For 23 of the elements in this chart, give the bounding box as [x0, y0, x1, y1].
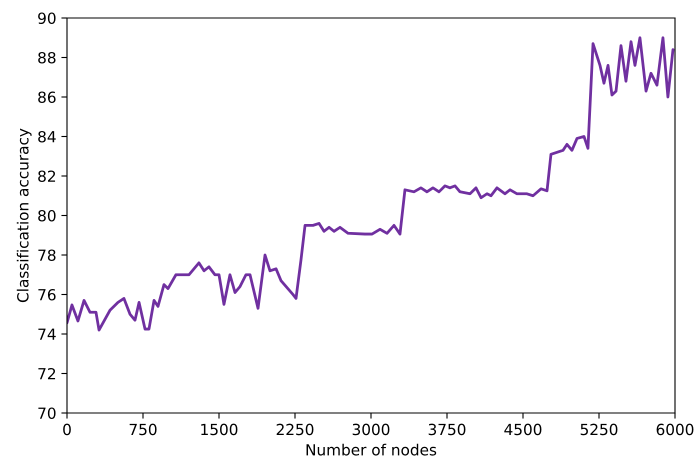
x-tick-label: 4500 — [504, 424, 542, 436]
y-tick-label: 86 — [38, 91, 56, 104]
x-tick-label: 5250 — [580, 424, 618, 436]
line-series — [67, 36, 674, 332]
x-tick-label: 1500 — [201, 424, 238, 436]
x-tick-label: 3750 — [428, 424, 466, 436]
y-tick-label: 82 — [38, 170, 56, 182]
y-tick-label: 74 — [38, 328, 56, 340]
x-axis-title: Number of nodes — [306, 444, 436, 456]
x-tick-label: 3000 — [352, 424, 390, 436]
y-tick-label: 72 — [38, 368, 56, 380]
y-tick-label: 90 — [38, 12, 56, 24]
y-axis-title: Classification accuracy — [16, 128, 32, 302]
y-tick-label: 88 — [38, 52, 56, 64]
x-tick-label: 6000 — [656, 424, 694, 436]
y-tick-label: 70 — [38, 407, 56, 420]
y-tick-label: 76 — [38, 288, 56, 301]
y-tick-label: 78 — [38, 249, 56, 262]
y-tick-label: 84 — [38, 130, 56, 143]
x-tick-label: 750 — [130, 424, 157, 436]
x-tick-label: 0 — [63, 424, 71, 436]
x-tick-label: 2250 — [276, 424, 314, 436]
y-tick-label: 80 — [38, 210, 56, 222]
